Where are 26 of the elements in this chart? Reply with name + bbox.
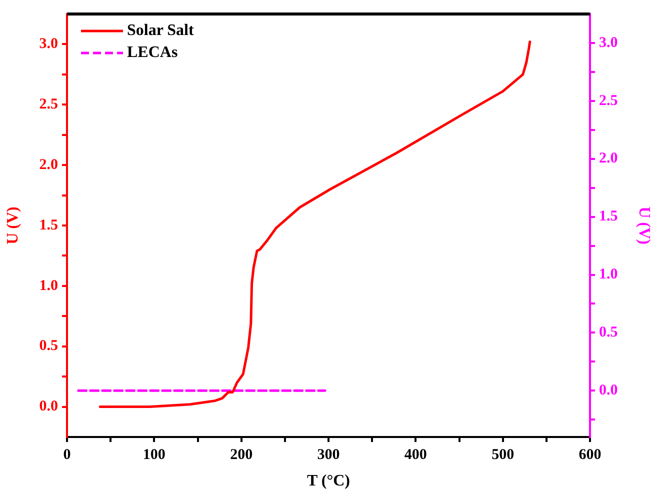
y2-axis-title: U (V) [635,206,652,244]
x-tick-label: 0 [63,446,71,463]
y-tick-label: 3.0 [39,36,58,52]
y2-tick-label: 2.0 [599,150,618,167]
y2-tick-label: 0.5 [599,324,618,341]
x-tick-label: 200 [230,446,253,463]
y-tick-label: 1.0 [39,278,58,294]
y-tick-label: 2.5 [39,96,58,113]
y2-tick-label: 2.5 [599,92,618,109]
y-tick-label: 0.0 [39,398,58,415]
y-tick-label: 0.5 [39,338,58,354]
y2-tick-label: 3.0 [599,34,618,51]
y2-tick-label: 1.5 [599,208,618,225]
legend-label: Solar Salt [127,22,194,40]
x-tick-label: 500 [492,446,514,463]
y2-tick-label: 0.0 [599,382,618,399]
x-axis-title: T (°C) [307,472,350,490]
x-tick-label: 300 [317,446,340,463]
x-tick-label: 100 [142,446,166,463]
legend-label: LECAs [127,44,178,62]
y2-tick-label: 1.0 [599,266,618,283]
x-tick-label: 600 [578,446,602,463]
y-axis-title: U (V) [4,206,22,244]
y-tick-label: 1.5 [39,217,58,234]
y-tick-label: 2.0 [39,156,58,173]
x-tick-label: 400 [404,446,427,463]
